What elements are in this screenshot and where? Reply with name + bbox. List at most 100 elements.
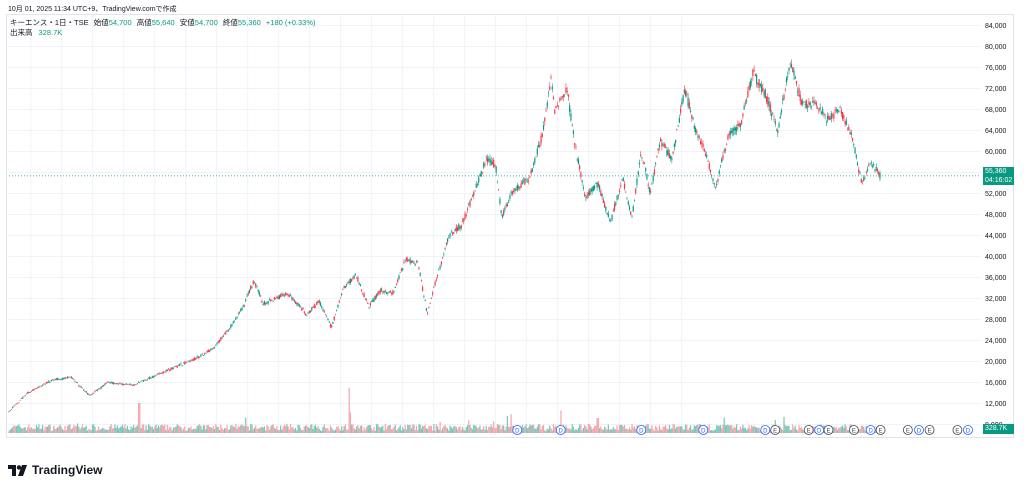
candle-body (655, 163, 657, 165)
chart-frame[interactable]: 84,000 80,000 76,000 72,000 68,000 64,000 60,0… (6, 14, 1014, 438)
volume-bar (155, 424, 157, 433)
candle-body (597, 183, 599, 187)
volume-bar (129, 430, 131, 433)
candle-body (699, 141, 702, 144)
candle-body (110, 381, 112, 384)
candle-body (792, 67, 794, 73)
volume-bar (461, 426, 464, 433)
candle-body (850, 132, 852, 135)
volume-bar (126, 425, 128, 433)
volume-bar (709, 430, 712, 433)
candle-body (562, 94, 565, 98)
volume-bar (106, 429, 109, 433)
candle-body (783, 95, 785, 100)
candle-body (738, 123, 740, 126)
volume-bar (437, 426, 439, 433)
volume-bar (291, 427, 293, 433)
volume-bar (658, 425, 661, 433)
candle-body (394, 286, 396, 288)
volume-bar (56, 427, 59, 433)
volume-bar (79, 429, 81, 433)
volume-bar (242, 425, 244, 433)
volume-bar (596, 418, 598, 433)
volume-bar (78, 426, 80, 433)
volume-bar (22, 428, 24, 433)
candle-body (565, 87, 567, 93)
volume-bar (10, 428, 13, 433)
volume-bar (631, 424, 633, 433)
candle-body (768, 101, 770, 107)
volume-bar (202, 425, 204, 433)
candle-body (104, 383, 106, 385)
volume-bar (237, 425, 239, 433)
volume-bar (338, 428, 340, 433)
volume-bar (606, 429, 608, 433)
y-tick-label: 20,000 (985, 359, 1007, 366)
volume-bar (228, 429, 231, 433)
volume-bar (694, 426, 697, 433)
volume-bar (18, 424, 20, 433)
candle-body (676, 129, 678, 130)
volume-bar (63, 430, 65, 433)
dividend-marker: D (760, 425, 771, 435)
tradingview-logo[interactable]: TradingView (8, 463, 102, 477)
candle-body (470, 198, 472, 201)
candle-body (744, 102, 746, 103)
volume-bar (592, 428, 594, 433)
volume-bar (302, 429, 304, 433)
volume-bar (491, 427, 494, 433)
candle-body (661, 142, 663, 147)
volume-bar (94, 426, 96, 433)
price-chart[interactable]: 84,000 80,000 76,000 72,000 68,000 64,000 60,0… (7, 15, 1015, 439)
candle-body (209, 350, 211, 352)
volume-bar (586, 429, 588, 433)
candle-body (150, 377, 152, 379)
volume-bar (45, 426, 47, 433)
volume-bar (758, 427, 760, 433)
volume-bar (550, 428, 552, 433)
candle-body (829, 117, 831, 120)
volume-bar (471, 429, 474, 433)
y-tick-label: 40,000 (985, 254, 1007, 261)
volume-bar (385, 429, 388, 433)
candle-body (506, 204, 509, 207)
candle-body (554, 109, 556, 114)
candle-body (818, 108, 820, 112)
candle-body (268, 299, 271, 300)
candle-body (282, 294, 284, 297)
candle-body (716, 183, 718, 186)
candle-body (103, 384, 105, 387)
candle-body (491, 161, 494, 164)
volume-bar (20, 428, 23, 433)
candle-body (68, 377, 70, 378)
volume-bar (466, 424, 469, 433)
candle-body (779, 116, 781, 119)
volume-bar (838, 427, 840, 433)
volume-bar (34, 429, 36, 433)
candle-body (389, 291, 391, 293)
candle-body (326, 316, 328, 318)
volume-bar (734, 427, 737, 433)
earnings-marker: E (924, 425, 935, 435)
volume-bar (184, 426, 186, 433)
candle-body (25, 393, 28, 395)
volume-bar (552, 424, 555, 433)
volume-bar (723, 417, 725, 433)
volume-bar (718, 425, 720, 433)
candle-body (739, 123, 742, 128)
candle-body (192, 359, 195, 361)
volume-bar (151, 426, 153, 433)
candle-body (868, 165, 870, 167)
volume-bar (409, 424, 411, 433)
candle-body (95, 390, 97, 391)
low-value: 54,700 (194, 18, 218, 27)
volume-bar (333, 430, 335, 433)
dividend-marker: D (698, 425, 709, 435)
candle-body (662, 144, 664, 146)
volume-bar (478, 427, 480, 433)
volume-bar (364, 429, 366, 433)
candle-body (844, 121, 846, 124)
candle-body (417, 261, 419, 263)
candle-body (60, 378, 62, 380)
volume-bar (780, 428, 783, 433)
